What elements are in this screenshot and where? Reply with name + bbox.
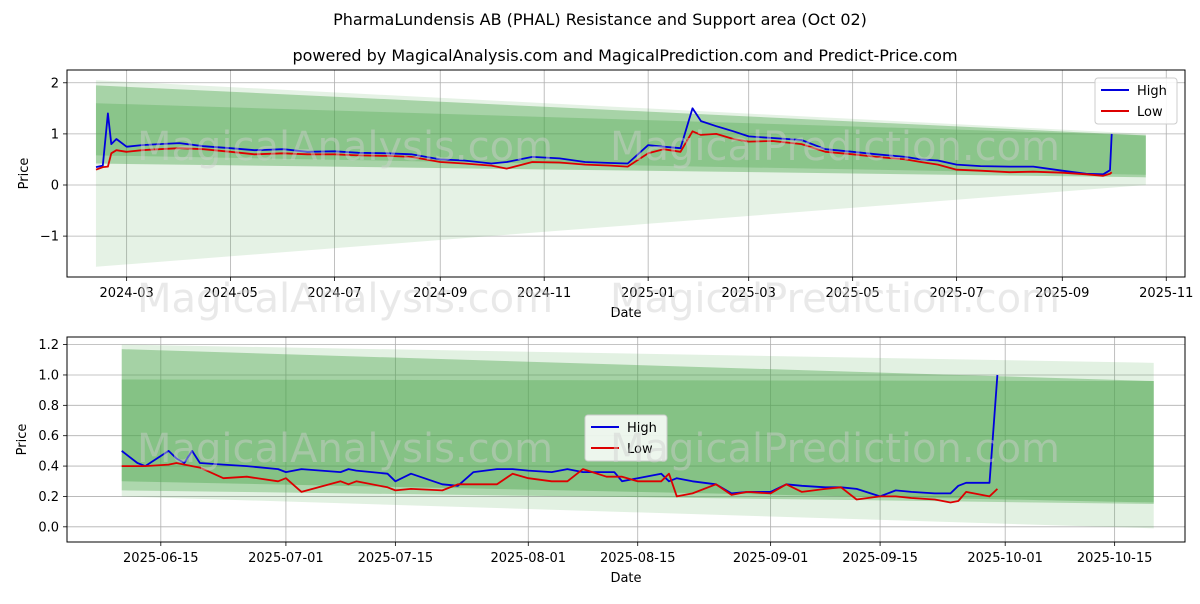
y-tick-label: 1.0	[38, 368, 59, 383]
watermark-prediction-top: MagicalPrediction.com	[610, 124, 1060, 170]
chart-subtitle: powered by MagicalAnalysis.com and Magic…	[292, 46, 957, 65]
x-tick-label: 2025-09-15	[842, 551, 918, 566]
x-tick-label: 2025-01	[621, 286, 675, 301]
y-tick-label: 1	[51, 127, 59, 142]
x-tick-label: 2024-11	[517, 286, 571, 301]
x-tick-label: 2025-10-15	[1077, 551, 1153, 566]
x-tick-label: 2025-03	[722, 286, 776, 301]
y-tick-label: 0.8	[38, 399, 59, 414]
plot-frame	[66, 336, 1186, 543]
y-axis-label: Price	[17, 158, 32, 190]
watermark-prediction-mid: MagicalPrediction.com	[610, 276, 1060, 322]
plot-frame	[66, 69, 1186, 278]
bottom-panel: 2025-06-15 2025-07-01 2025-07-15 2025-08-01…	[15, 336, 1186, 586]
y-tick-label: 0.0	[38, 520, 59, 535]
y-tick-label: 0.4	[38, 460, 59, 475]
series-line-high	[121, 374, 999, 498]
legend-label-high: High	[1137, 84, 1167, 99]
x-tick-label: 2025-10-01	[967, 551, 1043, 566]
x-axis-label: Date	[610, 306, 641, 321]
watermark-prediction-bottom: MagicalPrediction.com	[610, 426, 1060, 472]
y-tick-label: 0	[51, 179, 59, 194]
x-tick-label: 2025-05	[826, 286, 880, 301]
x-tick-label: 2024-07	[307, 286, 361, 301]
legend-label-low: Low	[1137, 105, 1163, 120]
watermark-analysis-mid: MagicalAnalysis.com	[137, 276, 553, 322]
y-tick-label: −1	[40, 230, 59, 245]
x-tick-label: 2025-09	[1035, 286, 1089, 301]
watermark-analysis-bottom: MagicalAnalysis.com	[137, 426, 553, 472]
legend-label-high: High	[627, 421, 657, 436]
legend: High Low	[584, 414, 668, 462]
x-tick-label: 2025-09-01	[733, 551, 809, 566]
x-tick-label: 2024-05	[203, 286, 257, 301]
watermark-group: MagicalAnalysis.com MagicalPrediction.co…	[137, 124, 1060, 472]
y-tick-label: 1.2	[38, 338, 59, 353]
y-tick-label: 0.2	[38, 490, 59, 505]
x-tick-label: 2025-11	[1139, 286, 1193, 301]
top-panel: 2024-03 2024-05 2024-07 2024-09 2024-11 2025-…	[17, 69, 1193, 321]
x-tick-label: 2025-07-01	[248, 551, 324, 566]
x-tick-label: 2025-08-01	[490, 551, 566, 566]
x-axis-label: Date	[610, 571, 641, 586]
legend-label-low: Low	[627, 442, 653, 457]
y-axis-label: Price	[15, 424, 30, 456]
x-tick-label: 2024-03	[99, 286, 153, 301]
x-tick-label: 2025-07-15	[358, 551, 434, 566]
y-tick-label: 0.6	[38, 429, 59, 444]
x-tick-label: 2024-09	[413, 286, 467, 301]
legend: High Low	[1094, 77, 1178, 125]
x-tick-label: 2025-06-15	[123, 551, 199, 566]
x-tick-label: 2025-08-15	[600, 551, 676, 566]
y-tick-label: 2	[51, 76, 59, 91]
x-tick-label: 2025-07	[929, 286, 983, 301]
support-resistance-band	[95, 80, 1146, 267]
series-line-low	[95, 130, 1113, 177]
series-line-low	[121, 462, 999, 504]
watermark-analysis-top: MagicalAnalysis.com	[137, 124, 553, 170]
chart-title: PharmaLundensis AB (PHAL) Resistance and…	[333, 10, 867, 29]
series-line-high	[95, 107, 1113, 176]
